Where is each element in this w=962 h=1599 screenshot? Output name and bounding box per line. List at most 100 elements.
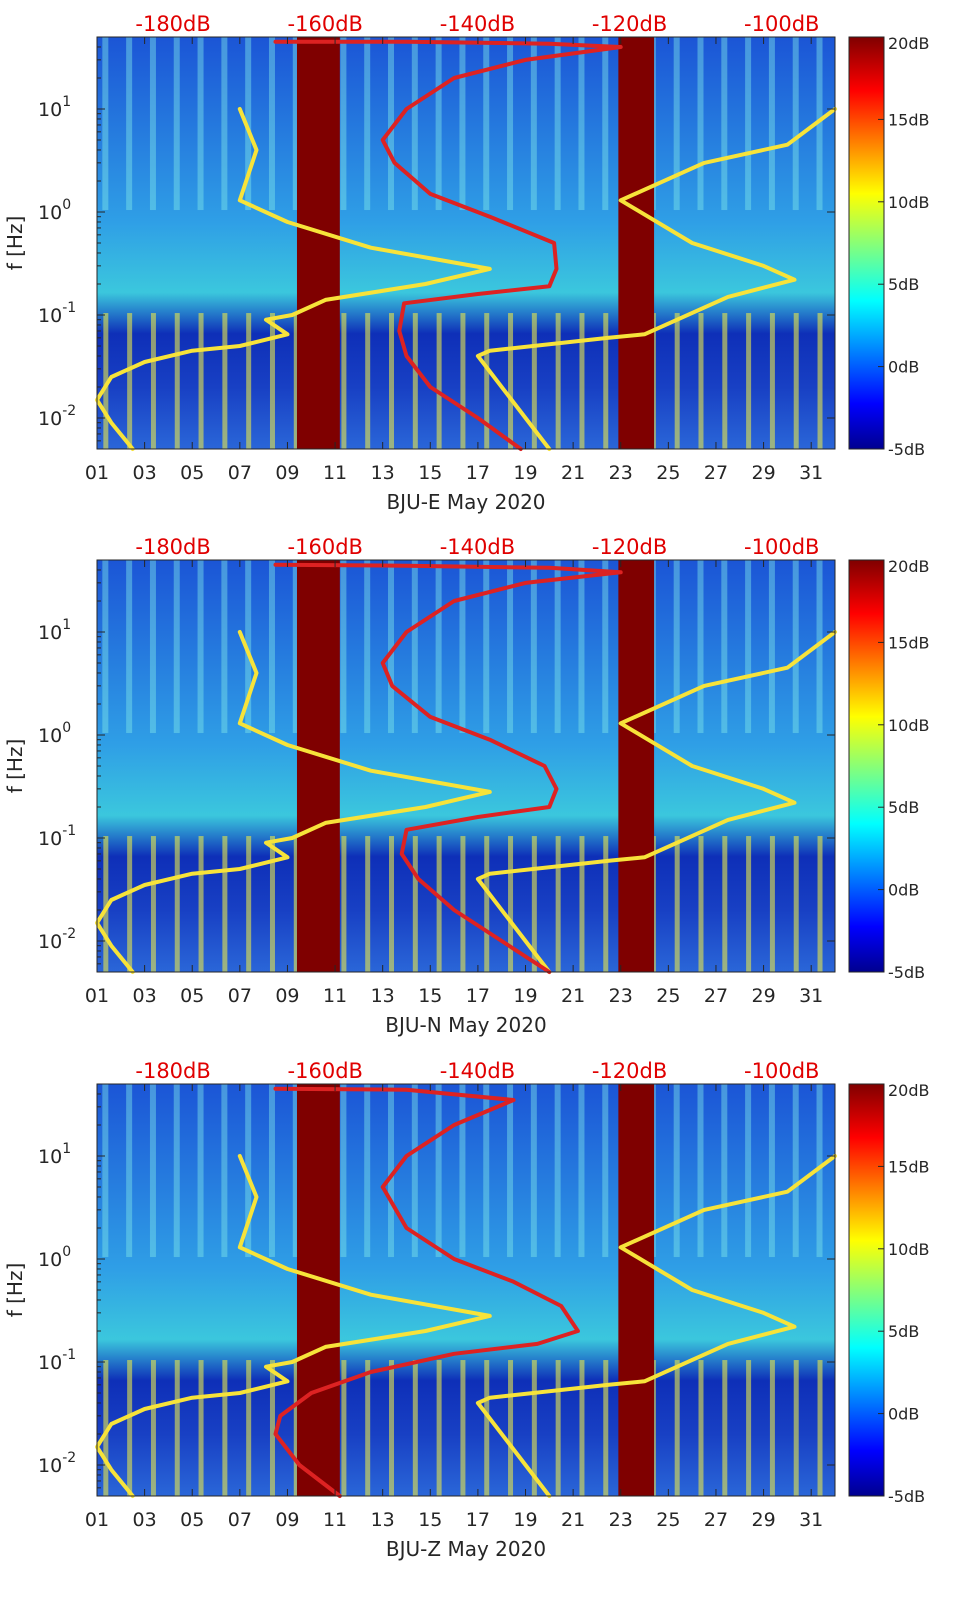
streak-upper [221,1084,228,1258]
colorbar-label: 5dB [888,798,919,817]
colorbar [848,559,885,973]
data-gap-1 [296,560,340,972]
streak-lower [817,836,823,972]
streak-lower [436,313,442,449]
streak-lower [341,1360,347,1496]
streak-upper [459,1084,466,1258]
streak-upper [816,560,823,734]
top-db-label: -140dB [440,535,515,559]
x-tick-label: 15 [418,985,442,1007]
streak-upper [792,37,799,211]
streak-upper [197,560,204,734]
x-tick-label: 03 [133,462,157,484]
colorbar-label: -5dB [888,963,925,982]
x-tick-label: 19 [513,1509,537,1531]
streak-lower [674,313,680,449]
streak-lower [484,1360,490,1496]
streak-lower [508,836,514,972]
x-tick-label: 27 [704,985,728,1007]
x-axis-title: BJU-E May 2020 [386,490,545,514]
streak-lower [484,836,490,972]
y-tick-exponent: 1 [62,94,71,110]
streak-lower [412,313,418,449]
x-tick-label: 11 [323,462,347,484]
streak-upper [102,1084,109,1258]
streak-upper [221,37,228,211]
streak-upper [816,37,823,211]
streak-upper [268,560,275,734]
top-db-label: -180dB [135,535,210,559]
streak-upper [578,1084,585,1258]
streak-upper [340,1084,347,1258]
streak-upper [245,1084,252,1258]
x-tick-label: 19 [513,462,537,484]
x-tick-label: 09 [275,985,299,1007]
streak-lower [579,1360,585,1496]
curve-3 [273,562,623,974]
streak-lower [769,1360,775,1496]
streak-lower [460,313,466,449]
streak-upper [245,560,252,734]
streak-lower [579,836,585,972]
spectrogram-background [97,560,835,972]
streak-upper [292,1084,299,1258]
top-db-label: -180dB [135,12,210,36]
streak-lower [460,836,466,972]
y-tick-exponent: -2 [62,926,76,942]
streak-lower [174,1360,180,1496]
streak-upper [173,37,180,211]
colorbar-label: -5dB [888,440,925,459]
spectrogram-background [97,1084,835,1496]
streak-upper [364,1084,371,1258]
streak-lower [293,1360,299,1496]
streak-lower [412,1360,418,1496]
streak-lower [269,313,275,449]
streak-lower [436,836,442,972]
streak-upper [530,560,537,734]
streak-lower [174,836,180,972]
curve-1 [95,107,492,451]
streak-lower [222,313,228,449]
streak-lower [579,313,585,449]
streak-upper [102,37,109,211]
streak-upper [364,560,371,734]
data-gap-1 [296,37,340,449]
streak-upper [768,1084,775,1258]
streak-lower [531,313,537,449]
x-tick-label: 21 [561,985,585,1007]
x-tick-label: 29 [751,1509,775,1531]
streak-upper [102,560,109,734]
streak-upper [411,560,418,734]
y-axis-title: f [Hz] [3,216,27,271]
streak-upper [173,1084,180,1258]
streak-lower [793,313,799,449]
colorbar-label: 15dB [888,110,930,129]
x-tick-label: 15 [418,1509,442,1531]
streak-lower [436,1360,442,1496]
streak-lower [746,313,752,449]
streak-upper [149,37,156,211]
y-tick-label: 101 [38,94,71,121]
streak-lower [722,836,728,972]
streak-upper [149,1084,156,1258]
colorbar-label: 0dB [888,1405,919,1424]
x-tick-label: 17 [466,985,490,1007]
streak-upper [435,37,442,211]
streak-lower [531,836,537,972]
colorbar-label: 10dB [888,193,930,212]
streak-upper [149,560,156,734]
streak-upper [507,560,514,734]
streak-lower [508,313,514,449]
streak-upper [602,560,609,734]
streak-upper [388,1084,395,1258]
curve-1 [95,1154,492,1498]
x-tick-label: 29 [751,462,775,484]
x-tick-label: 03 [133,1509,157,1531]
x-tick-label: 21 [561,1509,585,1531]
y-tick-exponent: -2 [62,1450,76,1466]
streak-upper [697,37,704,211]
streak-upper [364,37,371,211]
x-tick-label: 17 [466,462,490,484]
data-gap-2 [618,37,655,449]
